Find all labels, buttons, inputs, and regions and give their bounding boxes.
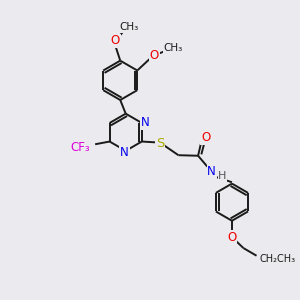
Text: N: N (207, 165, 216, 178)
Text: CH₂CH₃: CH₂CH₃ (259, 254, 296, 264)
Text: O: O (201, 131, 210, 144)
Text: CF₃: CF₃ (70, 141, 90, 154)
Text: H: H (218, 172, 227, 182)
Text: CH₃: CH₃ (119, 22, 139, 32)
Text: O: O (227, 231, 237, 244)
Text: S: S (156, 137, 164, 150)
Text: N: N (120, 146, 129, 159)
Text: CH₃: CH₃ (164, 43, 183, 53)
Text: O: O (150, 49, 159, 62)
Text: O: O (111, 34, 120, 47)
Text: N: N (141, 116, 149, 129)
